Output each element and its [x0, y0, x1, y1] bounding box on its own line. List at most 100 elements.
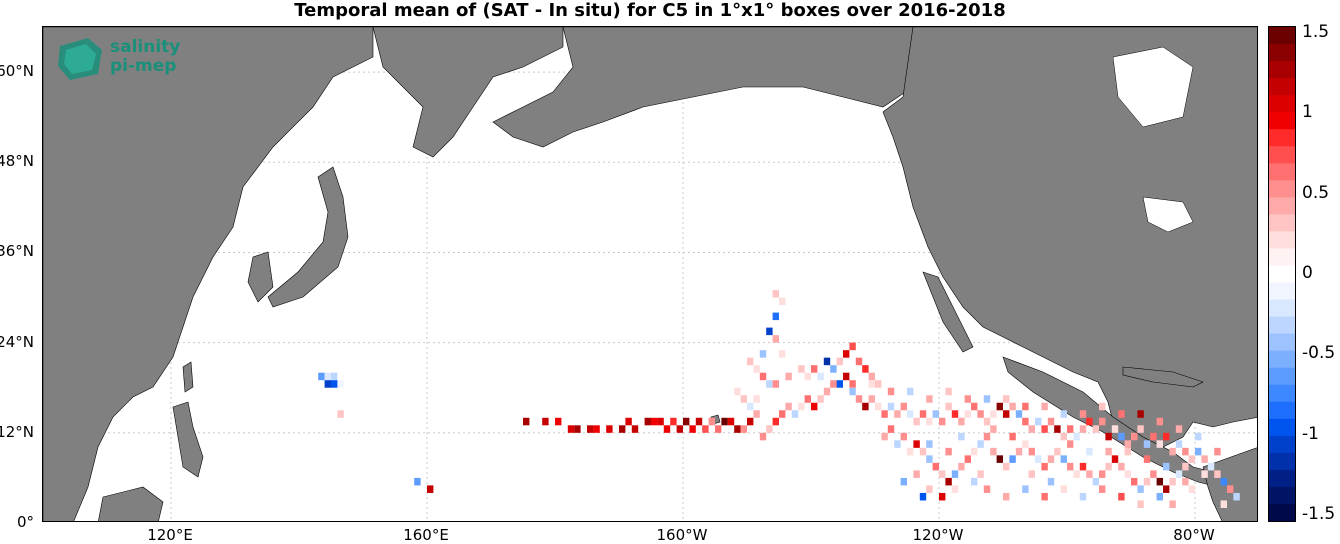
- heatmap-cell: [785, 372, 792, 381]
- land-japan: [267, 166, 349, 308]
- heatmap-cell: [798, 402, 805, 411]
- heatmap-cell: [555, 417, 562, 426]
- heatmap-cell: [1214, 470, 1221, 478]
- heatmap-cell: [1163, 432, 1170, 441]
- y-tick-label: 0°: [16, 513, 34, 531]
- heatmap-cell: [855, 357, 863, 366]
- heatmap-cell: [1201, 470, 1208, 478]
- heatmap-cell: [868, 372, 875, 381]
- heatmap-cell: [1118, 492, 1125, 501]
- colorbar-tick-label: -1: [1302, 423, 1319, 444]
- heatmap-cell: [1124, 447, 1131, 456]
- heatmap-cell: [1175, 425, 1183, 433]
- heatmap-cell: [849, 387, 856, 396]
- heatmap-cell: [1041, 402, 1048, 411]
- land-alaska: [492, 27, 914, 148]
- heatmap-cell: [427, 485, 434, 493]
- heatmap-cell: [1079, 462, 1087, 471]
- heatmap-cell: [670, 417, 677, 426]
- heatmap-cell: [900, 402, 907, 411]
- heatmap-cell: [734, 387, 741, 396]
- colorbar-segment: [1269, 61, 1295, 79]
- colorbar-segment: [1269, 503, 1295, 522]
- heatmap-cell: [958, 432, 965, 441]
- heatmap-cell: [663, 425, 671, 433]
- heatmap-cell: [817, 372, 824, 381]
- heatmap-cell: [1099, 402, 1106, 411]
- heatmap-cell: [606, 425, 613, 433]
- heatmap-cell: [1009, 432, 1016, 441]
- heatmap-cell: [983, 485, 991, 493]
- heatmap-cell: [907, 387, 914, 396]
- heatmap-cell: [1041, 492, 1048, 501]
- heatmap-cell: [1156, 417, 1163, 426]
- colorbar-segment: [1269, 333, 1295, 352]
- heatmap-cell: [1022, 485, 1029, 493]
- land-korea: [247, 251, 274, 303]
- heatmap-cell: [1099, 485, 1106, 493]
- heatmap-cell: [945, 447, 952, 456]
- heatmap-cell: [1175, 470, 1183, 478]
- heatmap-cell: [753, 395, 760, 403]
- heatmap-cell: [772, 312, 779, 321]
- heatmap-cell: [843, 372, 850, 381]
- heatmap-cell: [1086, 417, 1093, 426]
- heatmap-cell: [331, 380, 338, 388]
- heatmap-cell: [337, 380, 344, 388]
- heatmap-cell: [1182, 477, 1189, 486]
- heatmap-cell: [887, 387, 895, 396]
- heatmap-cell: [708, 417, 715, 426]
- y-tick-label: 36°N: [0, 242, 34, 261]
- heatmap-cell: [907, 447, 914, 456]
- heatmap-cell: [900, 477, 907, 486]
- heatmap-cell: [900, 432, 907, 441]
- lake-hudson-bay: [1112, 46, 1194, 128]
- land-asia: [43, 27, 374, 521]
- heatmap-cell: [1092, 425, 1099, 433]
- heatmap-cell: [977, 470, 984, 478]
- heatmap-cell: [676, 425, 683, 433]
- heatmap-cell: [830, 380, 837, 388]
- heatmap-cell: [1188, 455, 1195, 463]
- heatmap-cell: [1195, 447, 1202, 456]
- heatmap-cell: [951, 470, 959, 478]
- heatmap-cell: [907, 410, 914, 418]
- x-tick-label: 120°W: [912, 526, 964, 544]
- heatmap-cell: [964, 455, 971, 463]
- colorbar-segment: [1269, 282, 1295, 301]
- heatmap-cell: [862, 365, 869, 373]
- heatmap-cell: [318, 372, 325, 381]
- y-tick-label: 24°N: [0, 332, 34, 351]
- heatmap-cell: [1156, 492, 1163, 501]
- heatmap-cell: [804, 372, 811, 381]
- y-tick-label: 48°N: [0, 152, 34, 171]
- lake-great-lakes: [1142, 196, 1194, 233]
- heatmap-cell: [753, 410, 760, 418]
- colorbar-segment: [1269, 27, 1295, 45]
- colorbar-segment: [1269, 180, 1295, 198]
- lakes: [1112, 46, 1194, 233]
- heatmap-cell: [996, 455, 1003, 463]
- heatmap-cell: [932, 462, 939, 471]
- x-tick-label: 80°W: [1173, 526, 1215, 544]
- heatmap-cell: [939, 492, 946, 501]
- map-plot-area: [42, 26, 1258, 522]
- heatmap-cell: [881, 432, 888, 441]
- heatmap-cell: [830, 365, 837, 373]
- heatmap-cell: [1086, 470, 1093, 478]
- land-borneo: [98, 486, 164, 521]
- heatmap-cell: [1143, 477, 1151, 486]
- heatmap-cell: [817, 395, 824, 403]
- colorbar-segment: [1269, 231, 1295, 249]
- heatmap-cell: [1009, 455, 1016, 463]
- heatmap-cell: [689, 425, 696, 433]
- heatmap-cell: [977, 410, 984, 418]
- heatmap-cell: [887, 402, 895, 411]
- heatmap-cell: [1124, 470, 1131, 478]
- heatmap-cell: [862, 402, 869, 411]
- heatmap-cell: [958, 462, 965, 471]
- heatmap-cell: [337, 410, 344, 418]
- heatmap-cell: [715, 425, 722, 433]
- colorbar-tick-label: -0.5: [1302, 343, 1336, 364]
- logo-text-salinity: salinity: [110, 37, 181, 57]
